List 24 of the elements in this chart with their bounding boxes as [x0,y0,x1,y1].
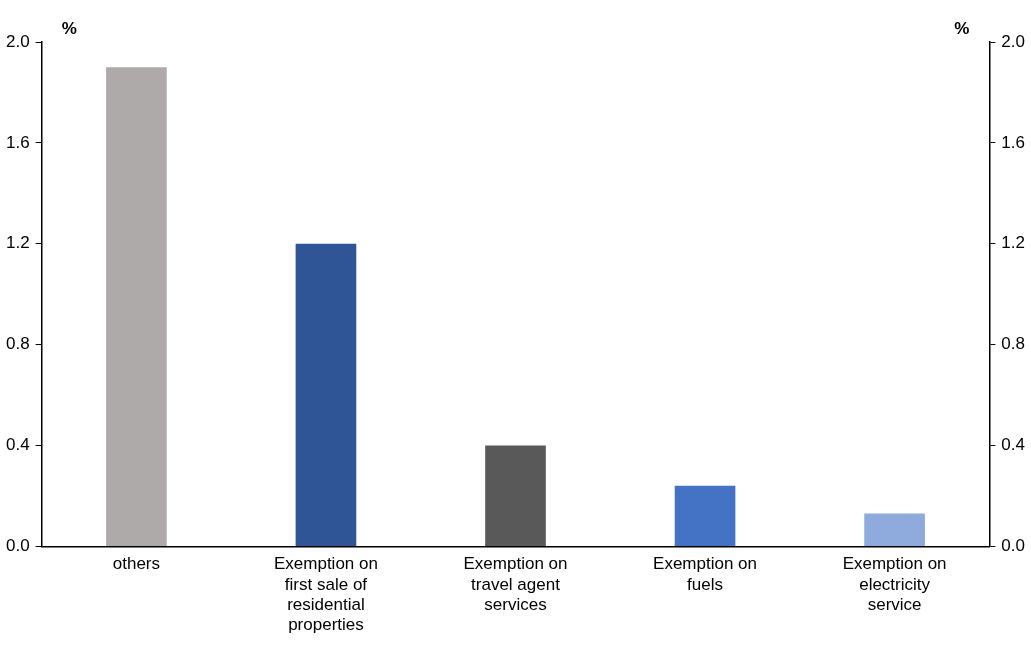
y2-tick-label: 1.6 [1001,132,1026,152]
x-tick-label: Exemption on first sale of residential properties [273,554,378,635]
y-tick-label: 0.8 [5,334,30,354]
y-tick-label: 1.2 [5,233,30,253]
y2-tick-label: 1.2 [1001,233,1026,253]
bar [864,513,925,546]
y2-tick-label: 2.0 [1001,31,1026,51]
y2-axis-title: % [954,19,970,39]
y2-tick-label: 0.0 [1001,536,1026,556]
x-tick-label: Exemption on electricity service [842,554,947,615]
y-tick-label: 1.6 [5,132,30,152]
x-tick-label: others [112,554,161,574]
y-tick-label: 0.0 [5,536,30,556]
bar [106,67,167,546]
x-tick-label: Exemption on fuels [653,554,758,594]
y-axis-title: % [61,19,77,39]
y2-tick-label: 0.8 [1001,334,1026,354]
x-tick-label: Exemption on travel agent services [463,554,568,615]
bar [485,445,546,546]
y2-tick-label: 0.4 [1001,435,1026,455]
bar [295,243,357,546]
y-tick-label: 0.4 [5,435,30,455]
y-tick-label: 2.0 [5,31,30,51]
bar [674,485,736,546]
